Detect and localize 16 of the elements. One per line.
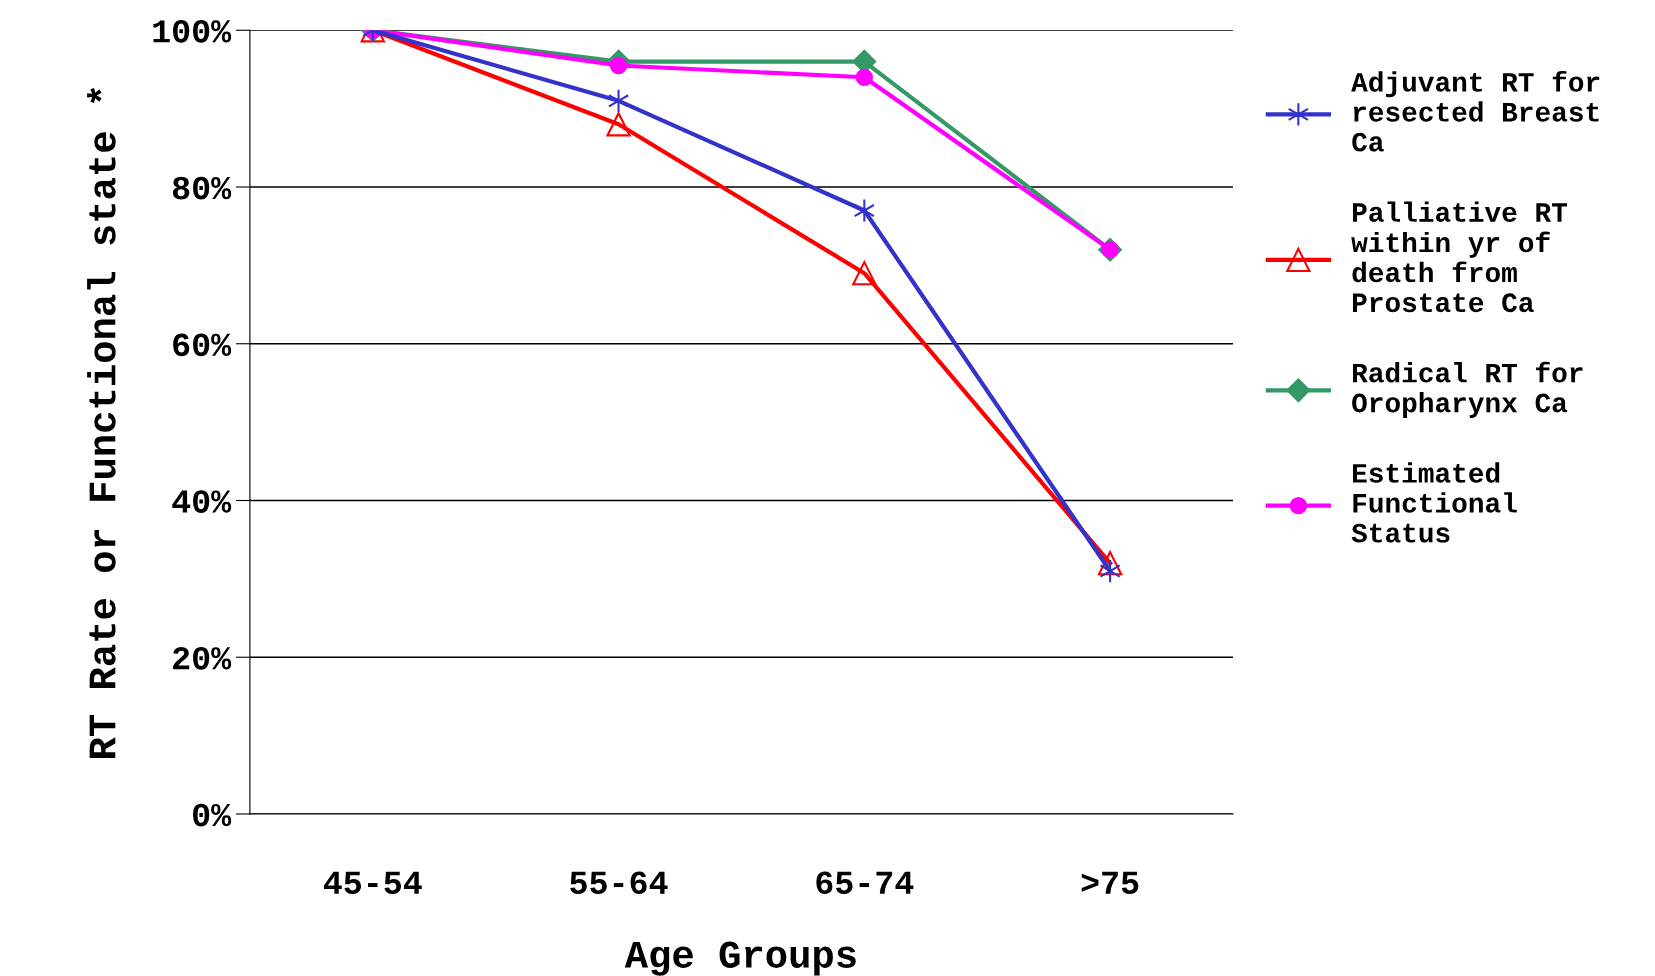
x-tick-label: 65-74	[816, 871, 914, 895]
x-tick-label: 55-64	[570, 871, 668, 895]
x-tick-label: 45-54	[323, 871, 422, 895]
y-tick-label: 20%	[173, 647, 232, 670]
legend-label: Estimated Functional Status	[1351, 462, 1517, 543]
x-tick-label: >75	[1081, 871, 1139, 895]
y-tick-label: 60%	[173, 333, 232, 357]
legend-label: Radical RT for Oropharynx Ca	[1352, 361, 1583, 418]
y-tick-label: 0%	[193, 803, 232, 827]
y-tick-label: 40%	[172, 490, 232, 513]
y-axis-title: RT Rate or Functional state *	[87, 87, 116, 758]
legend-label: Palliative RT within yr of death from Prostate Ca	[1351, 201, 1568, 313]
y-tick-label: 100%	[153, 20, 232, 43]
y-tick-label: 80%	[172, 176, 232, 200]
legend-label: Adjuvant RT for resected Breast Ca	[1351, 70, 1600, 152]
x-axis-title: Age Groups	[624, 941, 856, 976]
